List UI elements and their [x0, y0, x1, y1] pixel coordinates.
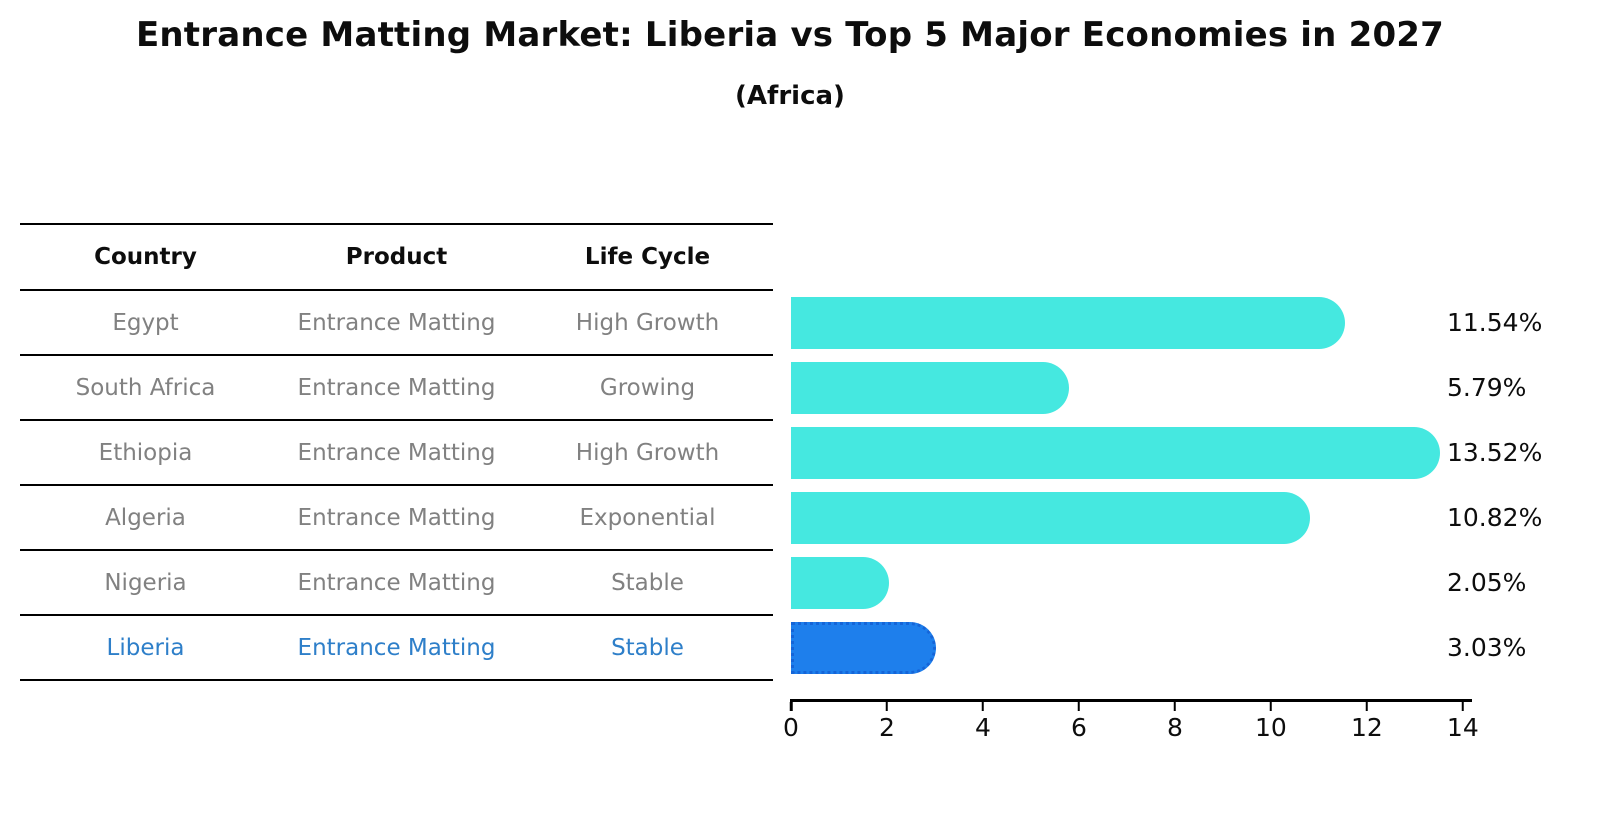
bar-row	[791, 615, 1471, 680]
x-tick	[1269, 702, 1273, 711]
cell-life-cycle: High Growth	[575, 439, 720, 466]
cell-product: Entrance Matting	[297, 439, 496, 466]
x-axis-ticks: 0 2 4 6 8 10 12 14	[783, 702, 1479, 762]
table-body: Egypt Entrance Matting High Growth South Af…	[20, 290, 773, 680]
table-row-ethiopia: Ethiopia Entrance Matting High Growth	[20, 420, 773, 485]
cell-life-cycle: High Growth	[575, 309, 720, 336]
chart-subtitle: (Africa)	[735, 81, 845, 111]
x-tick	[885, 702, 889, 711]
table-header-row: Country Product Life Cycle	[20, 224, 773, 290]
x-tick-label: 8	[1166, 713, 1183, 742]
country-info-table: Country Product Life Cycle Egypt Entrance M…	[20, 223, 773, 681]
column-header-life-cycle: Life Cycle	[584, 244, 711, 270]
table-row-nigeria: Nigeria Entrance Matting Stable	[20, 550, 773, 615]
table-row-algeria: Algeria Entrance Matting Exponential	[20, 485, 773, 550]
x-tick-label: 0	[783, 713, 799, 742]
cell-country: Liberia	[106, 634, 185, 661]
chart-title: Entrance Matting Market: Liberia vs Top …	[135, 15, 1445, 55]
x-tick	[1461, 702, 1465, 711]
cell-product: Entrance Matting	[297, 309, 496, 336]
cell-country: Algeria	[105, 504, 186, 531]
x-tick	[1365, 702, 1369, 711]
bar-ethiopia	[791, 426, 1440, 479]
x-tick	[981, 702, 985, 711]
cell-country: Nigeria	[104, 569, 187, 596]
cell-product: Entrance Matting	[297, 569, 496, 596]
bar-value-label: 10.82%	[1447, 503, 1543, 532]
bar-south-africa	[791, 361, 1069, 414]
cell-product: Entrance Matting	[297, 634, 496, 661]
bar-series	[791, 290, 1471, 680]
column-header-product: Product	[345, 244, 448, 270]
bar-row	[791, 550, 1471, 615]
x-tick-label: 12	[1350, 713, 1383, 742]
cell-life-cycle: Stable	[611, 569, 684, 596]
cell-life-cycle: Growing	[599, 374, 696, 401]
bar-row	[791, 290, 1471, 355]
bar-value-label: 2.05%	[1447, 568, 1527, 597]
bar-value-label: 13.52%	[1447, 438, 1543, 467]
x-tick-label: 2	[879, 713, 895, 742]
bar-value-label: 3.03%	[1447, 633, 1527, 662]
bar-value-labels: 11.54% 5.79% 13.52% 10.82% 2.05% 3.03%	[1447, 290, 1542, 680]
x-axis-line	[790, 699, 1472, 702]
cell-country: South Africa	[75, 374, 216, 401]
cell-product: Entrance Matting	[297, 504, 496, 531]
cell-country: Ethiopia	[98, 439, 193, 466]
table-header: Country Product Life Cycle	[20, 224, 773, 290]
table-row-egypt: Egypt Entrance Matting High Growth	[20, 290, 773, 355]
bar-nigeria	[791, 556, 890, 609]
table-row-liberia: Liberia Entrance Matting Stable	[20, 615, 773, 680]
cell-life-cycle: Exponential	[579, 504, 716, 531]
x-tick	[789, 702, 793, 711]
cell-life-cycle: Stable	[611, 634, 684, 661]
bar-egypt	[791, 296, 1345, 349]
x-tick-label: 10	[1254, 713, 1287, 742]
bar-value-label: 5.79%	[1447, 373, 1527, 402]
x-tick	[1173, 702, 1177, 711]
cell-country: Egypt	[112, 309, 179, 336]
cell-product: Entrance Matting	[297, 374, 496, 401]
bar-algeria	[791, 491, 1311, 544]
x-tick	[1077, 702, 1081, 711]
x-tick-label: 14	[1446, 713, 1479, 742]
column-header-country: Country	[94, 244, 197, 270]
bar-row	[791, 420, 1471, 485]
x-tick-label: 6	[1070, 713, 1087, 742]
bar-row	[791, 485, 1471, 550]
table-row-south-africa: South Africa Entrance Matting Growing	[20, 355, 773, 420]
bar-value-label: 11.54%	[1447, 308, 1543, 337]
bar-row	[791, 355, 1471, 420]
x-tick-label: 4	[975, 713, 991, 742]
bar-liberia	[791, 621, 937, 674]
